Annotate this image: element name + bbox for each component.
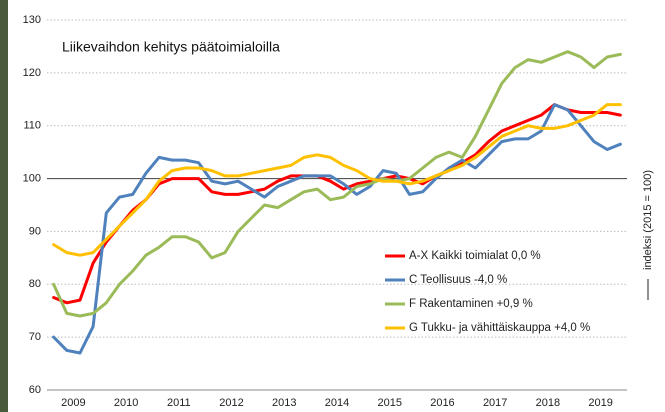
x-tick-label: 2009 — [61, 397, 85, 409]
y-tick-label: 70 — [29, 331, 41, 343]
background-edge — [0, 0, 8, 412]
x-tick-label: 2015 — [377, 397, 401, 409]
x-tick-label: 2019 — [588, 397, 612, 409]
legend-label: G Tukku- ja vähittäiskauppa +4,0 % — [409, 322, 590, 334]
legend-label: A-X Kaikki toimialat 0,0 % — [409, 250, 541, 262]
legend-label: C Teollisuus -4,0 % — [409, 274, 507, 286]
y-tick-label: 130 — [23, 14, 41, 26]
page: {"chart_data": {"type": "line", "title":… — [0, 0, 665, 412]
x-tick-label: 2016 — [430, 397, 454, 409]
x-tick-label: 2012 — [219, 397, 243, 409]
y-axis-label: indeksi (2015 = 100) — [642, 170, 654, 270]
y-tick-label: 100 — [23, 172, 41, 184]
y-tick-label: 110 — [23, 120, 41, 132]
y-tick-label: 80 — [29, 278, 41, 290]
x-tick-label: 2010 — [114, 397, 138, 409]
legend-label: F Rakentaminen +0,9 % — [409, 298, 533, 310]
x-tick-label: 2018 — [536, 397, 560, 409]
chart: Liikevaihdon kehitys päätoimialoilla ind… — [0, 0, 665, 412]
y-tick-label: 60 — [29, 384, 41, 396]
y-tick-label: 120 — [23, 67, 41, 79]
series-line — [54, 105, 621, 353]
chart-title: Liikevaihdon kehitys päätoimialoilla — [62, 39, 280, 55]
x-tick-label: 2013 — [272, 397, 296, 409]
x-tick-label: 2017 — [483, 397, 507, 409]
x-tick-label: 2014 — [325, 397, 349, 409]
x-tick-label: 2011 — [167, 397, 191, 409]
y-tick-label: 90 — [29, 225, 41, 237]
